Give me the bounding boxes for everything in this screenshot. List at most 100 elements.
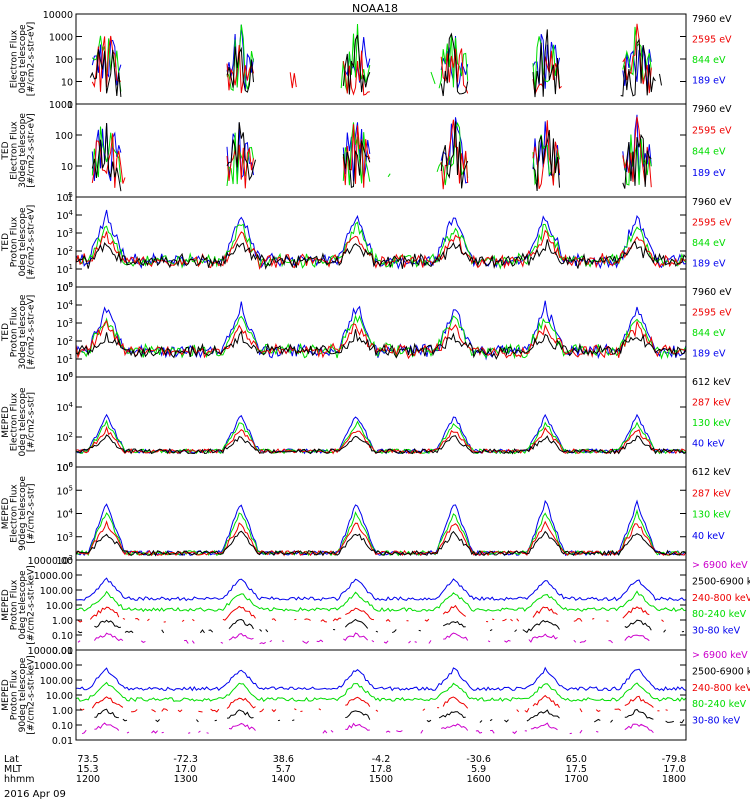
panel-6-series-1 (77, 618, 685, 634)
panel-6-ytick-label: 0.01 (52, 646, 73, 657)
xaxis-tick-mlt: 17.5 (566, 764, 587, 775)
panel-5-series-2 (75, 508, 687, 557)
panel-7-legend-item: > 6900 keV (692, 650, 748, 661)
panel-6-legend-item: 80-240 keV (692, 609, 747, 620)
panel-5-legend-item: 40 keV (692, 531, 725, 542)
panel-2-ytick-label: 104 (56, 209, 73, 222)
panel-5-legend-item: 612 keV (692, 467, 731, 478)
panel-4-legend-item: 612 keV (692, 377, 731, 388)
panel-7-series-4 (76, 666, 687, 692)
panel-5-ytick-label: 104 (56, 508, 73, 521)
panel-6-ylabel-line: [#/cm2-s-str-keV] (27, 565, 37, 644)
panel-1-legend-item: 2595 eV (692, 125, 732, 136)
panel-4-series-0 (76, 434, 687, 455)
panel-5-ylabel-line: [#/cm2-s-str] (27, 483, 37, 543)
panel-3-series-3 (75, 300, 687, 361)
panel-4-series-3 (75, 413, 687, 455)
panel-3-traces (75, 300, 687, 361)
panel-1-ylabel-line: [#/cm2-s-str-eV] (27, 113, 37, 188)
panel-2-series-0 (75, 239, 687, 270)
panel-4-legend-item: 287 keV (692, 398, 731, 409)
panel-3-frame (75, 286, 687, 378)
panel-6-ytick-label: 0.10 (52, 631, 73, 642)
panel-4-ytick-label: 102 (56, 431, 73, 444)
panel-4-series-2 (75, 419, 687, 455)
xaxis-tick-hhmm: 1500 (369, 774, 393, 785)
panel-7-ylabel-line: MEPED (1, 679, 11, 711)
panel-0-ytick-label: 1000 (49, 33, 73, 44)
panel-5-ytick-label: 102 (56, 554, 73, 567)
panel-1-ytick-label: 1000 (49, 100, 73, 111)
panel-5-series-3 (75, 499, 686, 557)
panel-5-ylabel-line: MEPED (1, 498, 11, 530)
panel-7-traces (75, 666, 687, 734)
xaxis-tick-lat: -79.8 (662, 754, 687, 765)
panel-0-ylabel-line: 0deg telescope (18, 24, 28, 94)
xaxis-tick-mlt: 17.8 (370, 764, 391, 775)
panel-4-ylabel-line: [#/cm2-s-str] (27, 392, 37, 452)
panel-7-ytick-label: 1.00 (52, 706, 73, 717)
panel-6-ytick-label: 10.00 (46, 601, 73, 612)
panel-0-series-1 (92, 24, 682, 95)
panel-2-ylabel-line: 0deg telescope (18, 207, 28, 277)
panel-5-legend-item: 287 keV (692, 488, 731, 499)
panel-7-legend-item: 80-240 keV (692, 699, 747, 710)
panel-6-series-3 (75, 590, 687, 613)
panel-5-ylabel-line: 90deg telescope (18, 476, 28, 551)
xaxis-tick-mlt: 5.7 (276, 764, 291, 775)
panel-7-ylabel-line: [#/cm2-s-str-keV] (27, 655, 37, 734)
panel-4-legend-item: 130 keV (692, 418, 731, 429)
panel-5-traces (75, 499, 687, 557)
panel-0-ytick-label: 1 (67, 100, 73, 111)
panel-6-legend-item: 240-800 keV (692, 593, 750, 604)
panel-7-series-0 (82, 723, 668, 734)
panel-2-legend-item: 189 eV (692, 259, 726, 270)
panel-0-ylabel-line: Electron Flux (10, 29, 20, 88)
panel-6-legend-item: 2500-6900 keV (692, 576, 750, 587)
panel-1-series-1 (92, 117, 667, 189)
xaxis-tick-hhmm: 1400 (271, 774, 295, 785)
panel-6-ytick-label: 1000.00 (34, 571, 73, 582)
panel-1-ytick-label: 1 (67, 193, 73, 204)
panel-4-ytick-label: 100 (56, 461, 73, 474)
panel-7-ylabel-line: Proton Flux (10, 669, 20, 720)
panel-6-ylabel-line: 0deg telescope (18, 570, 28, 640)
panel-4-ylabel-line: MEPED (1, 406, 11, 438)
panel-0-series-0 (90, 29, 682, 97)
panel-3-ytick-label: 102 (56, 335, 73, 348)
panel-6-ytick-label: 100.00 (40, 586, 73, 597)
panel-3-ytick-label: 105 (56, 281, 73, 294)
xaxis-tick-lat: -30.6 (466, 754, 491, 765)
panel-6-traces (75, 577, 687, 644)
panel-0-ytick-label: 10000 (43, 10, 73, 21)
panel-3-legend-item: 2595 eV (692, 308, 732, 319)
panel-7-ytick-label: 100.00 (40, 676, 73, 687)
xaxis-tick-mlt: 5.9 (471, 764, 486, 775)
panel-1-ytick-label: 10 (61, 162, 73, 173)
panel-3-ylabel-line: TED (1, 323, 11, 342)
panel-2-legend-item: 2595 eV (692, 218, 732, 229)
plot-title: NOAA18 (352, 2, 398, 15)
xaxis-tick-mlt: 15.3 (77, 764, 98, 775)
panel-5-ylabel-line: Electron Flux (10, 484, 20, 543)
panel-3-legend-item: 189 eV (692, 349, 726, 360)
panel-7-ylabel-line: 90deg telescope (18, 657, 28, 732)
panel-7: 10000.00 1000.00 100.00 10.00 1.00 0.10 0.01 ME… (1, 646, 750, 747)
panel-2-ytick-label: 105 (56, 191, 73, 204)
panel-7-legend-item: 240-800 keV (692, 683, 750, 694)
panel-4-ylabel-line: Electron Flux (10, 392, 20, 451)
panel-1-legend-item: 189 eV (692, 168, 726, 179)
xaxis-tick-lat: 38.6 (273, 754, 294, 765)
panel-2-ylabel-line: [#/cm2-s-str-eV] (27, 205, 37, 280)
panel-6-series-4 (76, 577, 687, 602)
date-label: 2016 Apr 09 (4, 789, 66, 800)
panel-1-series-3 (92, 115, 686, 183)
panel-7-ytick-label: 10.00 (46, 691, 73, 702)
panel-1-traces (92, 115, 686, 191)
xaxis-tick-hhmm: 1300 (174, 774, 198, 785)
